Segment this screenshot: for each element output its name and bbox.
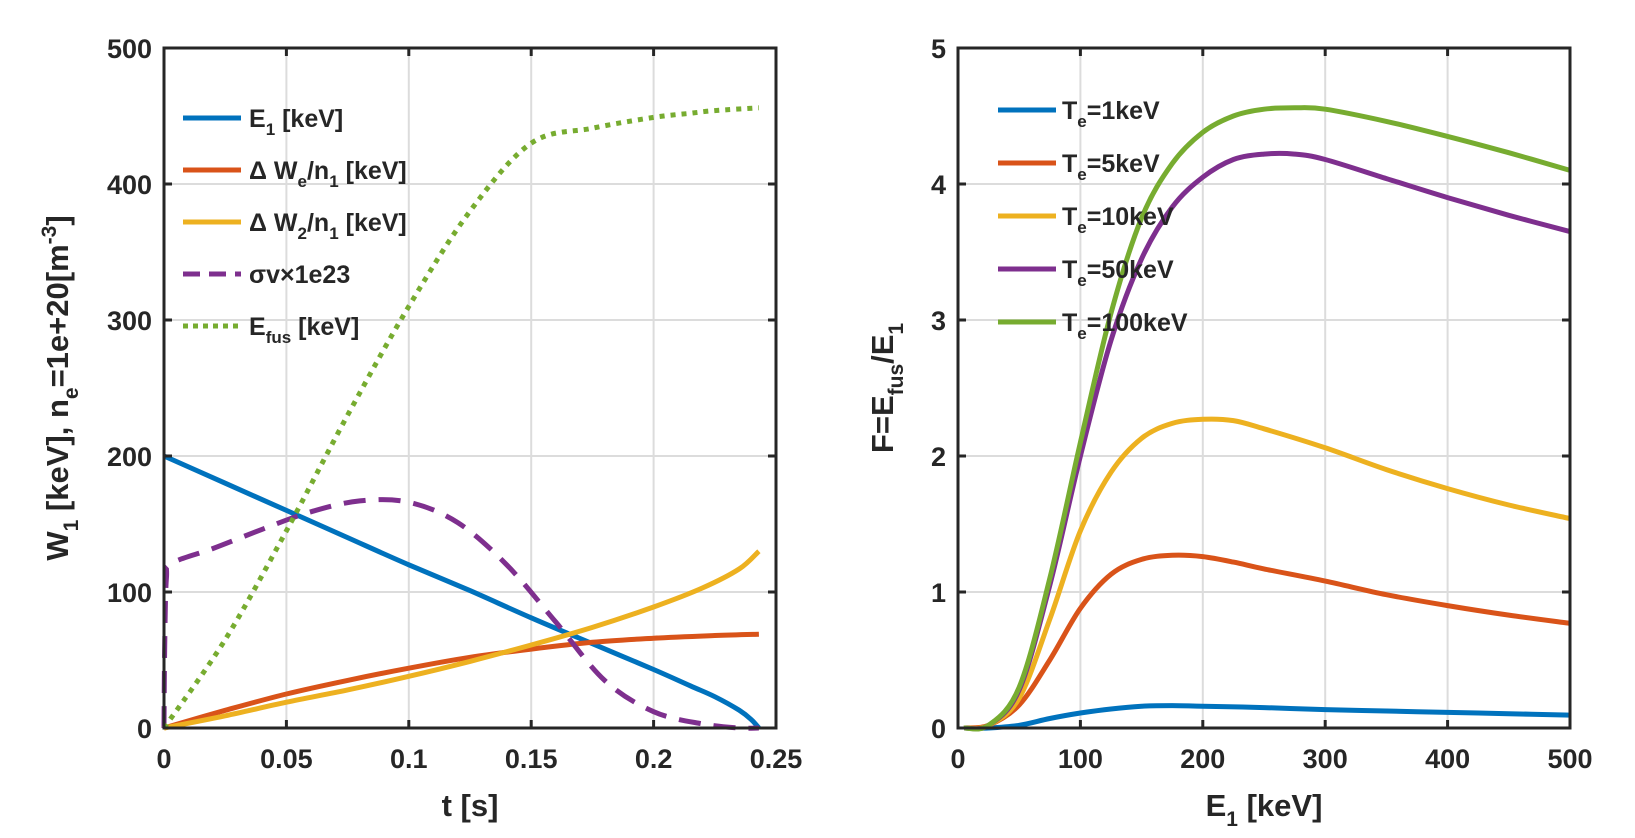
chart-left-ytick-label-3: 300: [107, 306, 152, 336]
chart-right-series-t100: [963, 105, 1571, 732]
chart-right-ytick-label-4: 4: [931, 170, 946, 200]
chart-left-series-w2: [163, 549, 761, 731]
chart-right-legend: Te=1keV Te=5keV Te=10keV Te=50keV Te=100…: [998, 97, 1188, 343]
chart-right-xtick-label-4: 400: [1425, 744, 1470, 774]
chart-left-ytick-label-5: 500: [107, 34, 152, 64]
legend-entry-ef: Efus [keV]: [183, 313, 359, 347]
chart-left-ytick-label-4: 400: [107, 170, 152, 200]
chart-left-ticks: 0 0.05 0.1 0.15 0.2 0.25 0 100 200 300 400 500: [107, 34, 802, 774]
chart-left-ytick-label-0: 0: [137, 714, 152, 744]
chart-left-xtick-label-5: 0.25: [750, 744, 803, 774]
chart-right-ticks: 0 100 200 300 400 500 0 1 2 3 4 5: [931, 34, 1593, 774]
chart-left: 0 0.05 0.1 0.15 0.2 0.25 0 100 200 300 400 500 t [s…: [38, 34, 802, 823]
chart-right-ytick-label-0: 0: [931, 714, 946, 744]
chart-right-xtick-label-2: 200: [1180, 744, 1225, 774]
chart-right-ytick-label-1: 1: [931, 578, 946, 608]
legend-label-w2: Δ W2/n1 [keV]: [249, 209, 407, 243]
chart-left-ytick-label-2: 200: [107, 442, 152, 472]
chart-left-xtick-label-1: 0.05: [260, 744, 313, 774]
chart-left-ytick-label-1: 100: [107, 578, 152, 608]
legend-label-we: Δ We/n1 [keV]: [249, 157, 407, 191]
chart-left-ylabel: W1 [keV], ne=1e+20[m-3]: [38, 215, 83, 560]
legend-entry-w2: Δ W2/n1 [keV]: [183, 209, 407, 243]
legend-entry-e1: E1 [keV]: [183, 105, 343, 139]
chart-right-series-t5: [963, 552, 1571, 731]
chart-left-xtick-label-0: 0: [156, 744, 171, 774]
chart-left-xtick-label-2: 0.1: [390, 744, 428, 774]
chart-right-frame: [956, 46, 1572, 730]
legend-label-t5: Te=5keV: [1062, 150, 1160, 184]
legend-label-ef: Efus [keV]: [249, 313, 359, 347]
chart-right-grid: [958, 48, 1570, 728]
chart-right-xtick-label-5: 500: [1547, 744, 1592, 774]
chart-left-legend: E1 [keV] Δ We/n1 [keV] Δ W2/n1 [keV] σv×…: [183, 105, 407, 347]
legend-label-sv: σv×1e23: [249, 261, 350, 289]
legend-label-t1: Te=1keV: [1062, 97, 1160, 131]
chart-left-lines: [161, 105, 761, 731]
legend-label-t50: Te=50keV: [1062, 256, 1174, 290]
chart-right-series-t1: [964, 703, 1571, 731]
chart-right-xlabel: E1 [keV]: [1206, 788, 1323, 831]
legend-entry-we: Δ We/n1 [keV]: [183, 157, 407, 191]
chart-left-series-we: [163, 631, 759, 731]
chart-right-ytick-label-3: 3: [931, 306, 946, 336]
chart-right-series-t50: [963, 150, 1571, 732]
legend-entry-t5: Te=5keV: [998, 150, 1160, 184]
chart-left-grid: [164, 48, 776, 728]
chart-right-lines: [963, 105, 1571, 732]
chart-left-series-ef: [161, 105, 760, 730]
legend-label-t10: Te=10keV: [1062, 203, 1174, 237]
chart-right-xtick-label-1: 100: [1058, 744, 1103, 774]
chart-right-ylabel: F=Efus/E1: [865, 323, 908, 454]
legend-label-t100: Te=100keV: [1062, 309, 1188, 343]
chart-left-series-sv: [161, 497, 759, 731]
chart-right-xtick-label-3: 300: [1303, 744, 1348, 774]
legend-entry-t100: Te=100keV: [998, 309, 1188, 343]
chart-left-xtick-label-3: 0.15: [505, 744, 558, 774]
chart-left-xlabel: t [s]: [442, 788, 499, 823]
chart-right-ytick-label-2: 2: [931, 442, 946, 472]
chart-right: 0 100 200 300 400 500 0 1 2 3 4 5 E1 [keV] F=Efus/E…: [865, 34, 1593, 831]
legend-label-e1: E1 [keV]: [249, 105, 343, 139]
chart-left-xtick-label-4: 0.2: [635, 744, 673, 774]
legend-entry-t10: Te=10keV: [998, 203, 1174, 237]
chart-right-ytick-label-5: 5: [931, 34, 946, 64]
legend-entry-sv: σv×1e23: [183, 261, 350, 289]
legend-entry-t1: Te=1keV: [998, 97, 1160, 131]
chart-right-series-t10: [963, 416, 1571, 731]
chart-left-frame: [162, 46, 778, 730]
chart-left-series-e1: [162, 453, 761, 730]
legend-entry-t50: Te=50keV: [998, 256, 1174, 290]
chart-right-xtick-label-0: 0: [950, 744, 965, 774]
